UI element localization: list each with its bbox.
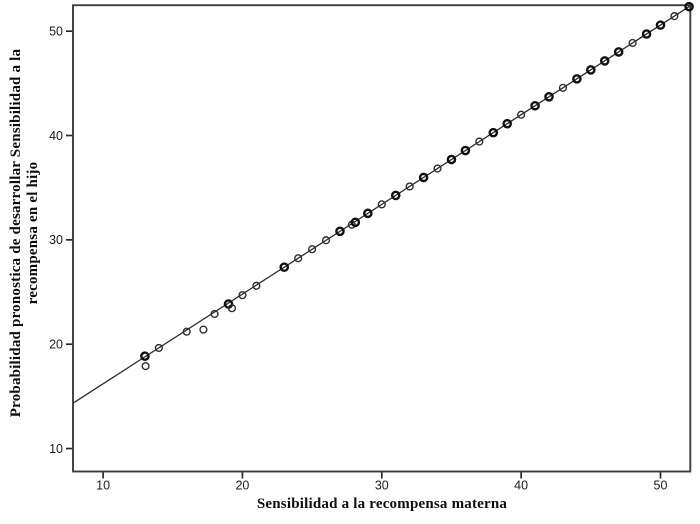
data-point <box>475 137 484 146</box>
data-point <box>377 200 386 209</box>
data-point <box>227 304 237 313</box>
data-point <box>446 154 457 165</box>
x-tick-label: 30 <box>375 479 389 493</box>
y-tick-label: 10 <box>49 442 63 456</box>
data-point <box>544 92 554 102</box>
data-point <box>279 262 290 273</box>
y-axis-title: Probabilidad pronostica de desarrollar S… <box>8 0 42 467</box>
data-point <box>350 217 361 228</box>
y-tick-label: 20 <box>49 338 63 352</box>
data-point <box>335 226 345 237</box>
y-tick-label: 30 <box>49 233 63 247</box>
data-point <box>238 291 247 300</box>
y-axis-title-line2: recompensa en el hijo <box>25 161 41 305</box>
data-point <box>460 145 471 156</box>
data-point <box>488 127 499 138</box>
data-point <box>670 12 679 21</box>
data-point <box>586 65 596 75</box>
data-point <box>199 325 208 334</box>
fit-line <box>72 5 691 404</box>
data-point <box>321 236 331 245</box>
x-tick-label: 40 <box>514 479 528 493</box>
y-axis-title-line1: Probabilidad pronostica de desarrollar S… <box>8 48 24 418</box>
y-tick-label: 40 <box>49 129 63 143</box>
data-point <box>433 164 442 173</box>
data-point <box>390 190 401 201</box>
data-point <box>613 47 624 57</box>
data-point <box>140 351 150 362</box>
data-point <box>405 182 414 191</box>
x-axis-title: Sensibilidad a la recompensa materna <box>256 496 508 512</box>
data-point <box>294 254 303 263</box>
data-point <box>252 281 261 290</box>
data-point <box>655 20 666 30</box>
data-point <box>530 100 540 111</box>
data-point <box>599 56 610 66</box>
data-point <box>363 208 373 219</box>
data-point <box>502 118 513 129</box>
data-point <box>558 83 568 92</box>
data-point <box>141 362 150 371</box>
y-tick-label: 50 <box>49 24 63 38</box>
data-point <box>572 74 582 84</box>
x-tick-label: 50 <box>654 479 668 493</box>
data-point <box>517 110 526 119</box>
data-point <box>154 343 163 353</box>
data-point <box>641 29 652 39</box>
data-point <box>210 309 219 319</box>
x-tick-label: 10 <box>96 479 110 493</box>
data-point <box>628 38 637 48</box>
data-point <box>418 172 429 183</box>
x-tick-label: 20 <box>235 479 249 493</box>
data-point <box>684 1 694 12</box>
data-point <box>308 245 317 254</box>
plot-frame <box>72 4 692 473</box>
data-point <box>182 327 191 336</box>
